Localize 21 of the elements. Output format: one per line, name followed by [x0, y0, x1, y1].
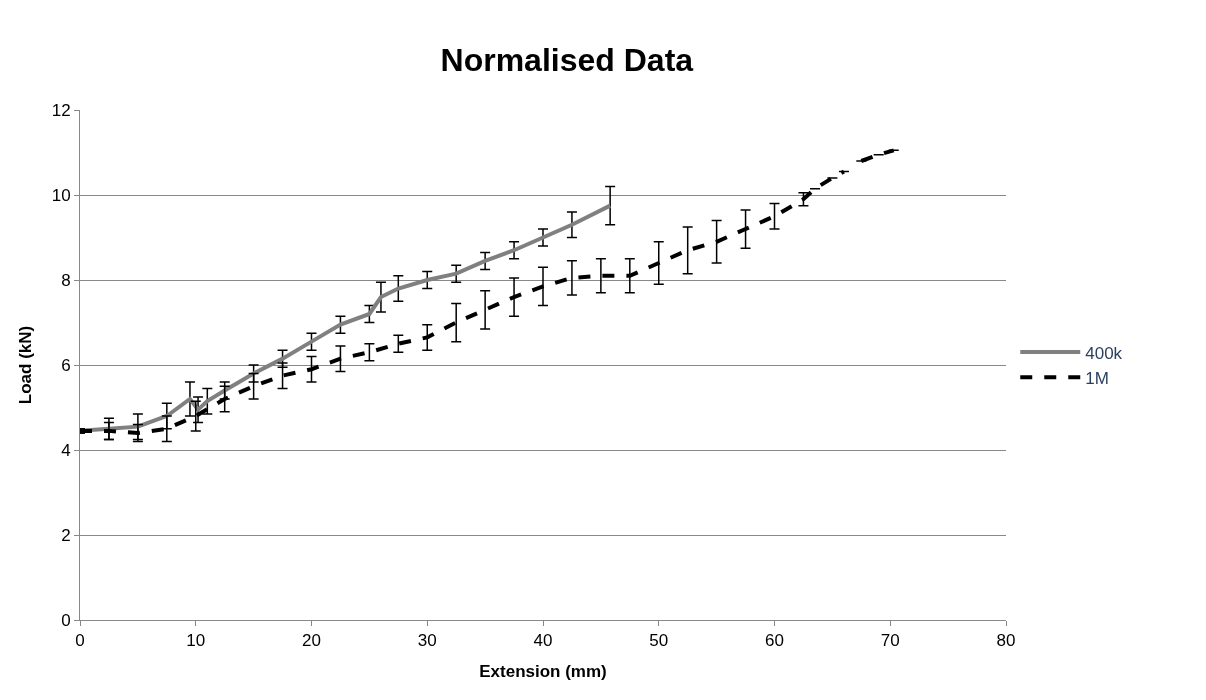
x-tick-label: 10: [186, 631, 206, 651]
y-tick-label: 2: [61, 525, 71, 545]
y-tick-label: 6: [61, 355, 71, 375]
x-tick-label: 50: [649, 631, 669, 651]
y-tick-label: 8: [61, 270, 71, 290]
y-tick-label: 10: [51, 185, 71, 205]
x-tick-label: 40: [533, 631, 553, 651]
x-tick-label: 20: [302, 631, 321, 651]
x-tick-label: 80: [996, 631, 1016, 651]
y-tick-label: 4: [61, 440, 71, 460]
legend-label: 400k: [1085, 343, 1123, 363]
y-tick-label: 12: [51, 100, 71, 120]
legend-label: 1M: [1085, 368, 1109, 388]
chart-title: Normalised Data: [440, 42, 694, 79]
x-tick-label: 60: [765, 631, 784, 651]
x-tick-label: 70: [880, 631, 900, 651]
y-axis-title: Load (kN): [16, 325, 36, 405]
x-tick-label: 0: [75, 631, 85, 651]
x-tick-label: 30: [417, 631, 437, 651]
x-axis-title: Extension (mm): [479, 661, 607, 681]
y-tick-label: 0: [61, 610, 71, 630]
